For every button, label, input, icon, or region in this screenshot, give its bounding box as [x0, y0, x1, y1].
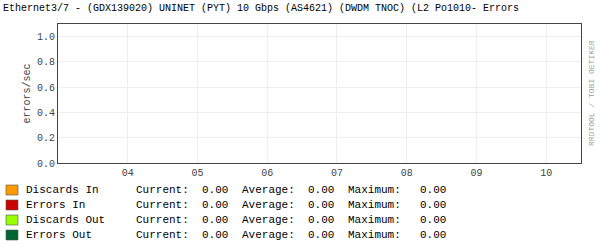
svg-text:0.6: 0.6: [37, 83, 55, 94]
svg-text:Maximum:: Maximum:: [348, 229, 401, 241]
svg-text:0.00: 0.00: [420, 184, 446, 196]
svg-text:09: 09: [470, 168, 482, 179]
svg-text:Average:: Average:: [242, 214, 295, 226]
svg-text:0.00: 0.00: [420, 229, 446, 241]
svg-text:Discards In: Discards In: [26, 184, 99, 196]
svg-text:0.00: 0.00: [308, 184, 334, 196]
svg-text:0.00: 0.00: [308, 214, 334, 226]
svg-text:08: 08: [401, 168, 413, 179]
svg-text:0.00: 0.00: [308, 229, 334, 241]
svg-text:05: 05: [191, 168, 203, 179]
svg-text:10: 10: [540, 168, 552, 179]
svg-text:0.4: 0.4: [37, 108, 55, 119]
svg-text:Maximum:: Maximum:: [348, 184, 401, 196]
svg-text:Average:: Average:: [242, 229, 295, 241]
svg-text:RRDTOOL / TOBI OETIKER: RRDTOOL / TOBI OETIKER: [587, 40, 596, 146]
svg-text:Maximum:: Maximum:: [348, 214, 401, 226]
svg-text:Current:: Current:: [136, 184, 189, 196]
svg-text:Maximum:: Maximum:: [348, 199, 401, 211]
svg-text:07: 07: [331, 168, 343, 179]
svg-text:0.00: 0.00: [202, 199, 228, 211]
svg-text:0.00: 0.00: [202, 229, 228, 241]
svg-text:0.00: 0.00: [308, 199, 334, 211]
svg-text:0.2: 0.2: [37, 133, 55, 144]
svg-text:0.00: 0.00: [202, 214, 228, 226]
svg-text:0.00: 0.00: [202, 184, 228, 196]
svg-text:Errors Out: Errors Out: [26, 229, 92, 241]
svg-text:Discards Out: Discards Out: [26, 214, 105, 226]
svg-text:0.00: 0.00: [420, 199, 446, 211]
svg-text:errors/sec: errors/sec: [22, 63, 33, 123]
svg-text:1.0: 1.0: [37, 32, 55, 43]
svg-text:Current:: Current:: [136, 214, 189, 226]
svg-text:0.00: 0.00: [420, 214, 446, 226]
svg-text:Errors In: Errors In: [26, 199, 85, 211]
svg-text:06: 06: [261, 168, 273, 179]
svg-text:Ethernet3/7 - (GDX139020) UNIN: Ethernet3/7 - (GDX139020) UNINET (PYT) 1…: [3, 3, 519, 14]
svg-text:Current:: Current:: [136, 229, 189, 241]
svg-text:0.8: 0.8: [37, 57, 55, 68]
svg-text:Average:: Average:: [242, 184, 295, 196]
svg-text:Average:: Average:: [242, 199, 295, 211]
svg-text:Current:: Current:: [136, 199, 189, 211]
svg-text:04: 04: [122, 168, 134, 179]
svg-text:0.0: 0.0: [37, 159, 55, 170]
